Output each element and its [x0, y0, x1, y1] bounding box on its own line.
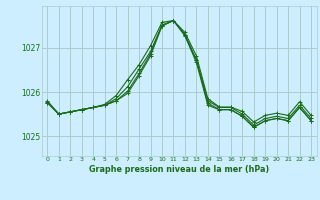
X-axis label: Graphe pression niveau de la mer (hPa): Graphe pression niveau de la mer (hPa): [89, 165, 269, 174]
